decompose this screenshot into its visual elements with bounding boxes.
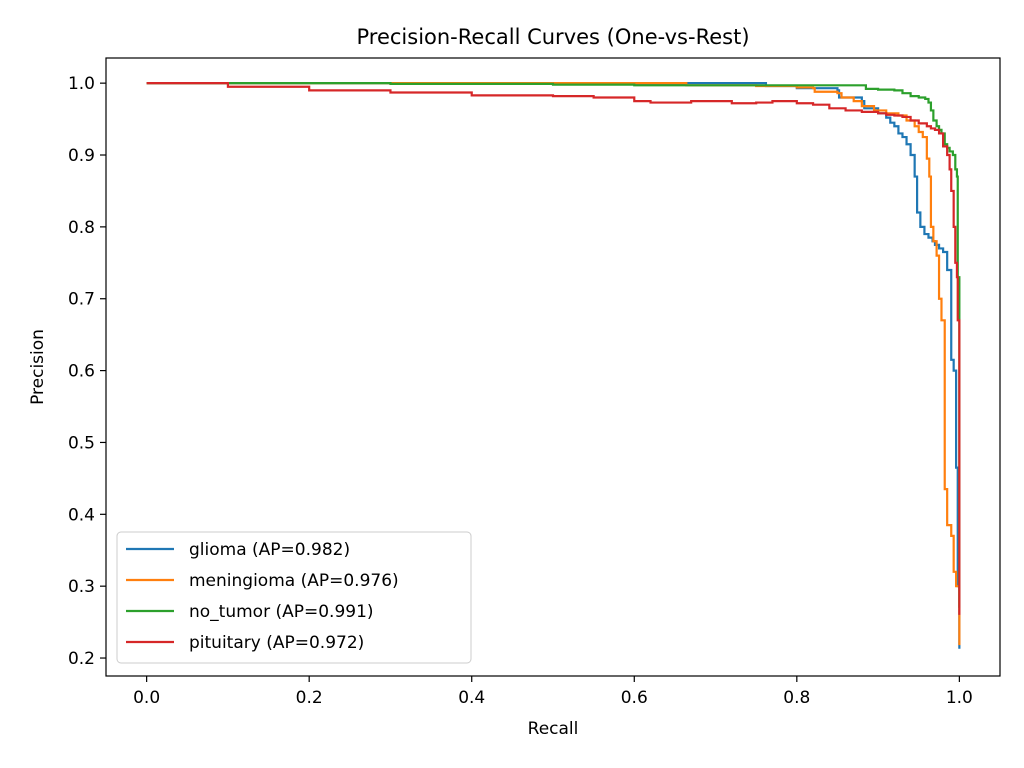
y-tick-label: 0.7	[68, 290, 95, 310]
chart-title: Precision-Recall Curves (One-vs-Rest)	[356, 25, 749, 49]
plot-frame	[105, 57, 1001, 677]
x-tick-label: 0.0	[133, 688, 160, 708]
legend-label: meningioma (AP=0.976)	[189, 571, 399, 591]
y-tick-label: 0.4	[68, 505, 95, 525]
y-tick-label: 0.5	[68, 433, 95, 453]
legend-label: pituitary (AP=0.972)	[189, 633, 364, 653]
y-tick-label: 1.0	[68, 74, 95, 94]
y-axis-ticks: 0.2 0.3 0.4 0.5 0.6 0.7 0.8 0.9 1.0	[68, 74, 106, 669]
x-tick-label: 0.8	[783, 688, 810, 708]
x-axis-label: Recall	[528, 719, 579, 739]
series-line-3	[146, 82, 961, 615]
x-tick-label: 0.2	[296, 688, 323, 708]
legend-label: glioma (AP=0.982)	[189, 540, 350, 560]
y-tick-label: 0.6	[68, 362, 95, 382]
y-tick-label: 0.9	[68, 146, 95, 166]
y-tick-label: 0.3	[68, 577, 95, 597]
legend-label: no_tumor (AP=0.991)	[189, 602, 374, 622]
series-lines	[146, 82, 961, 649]
legend: glioma (AP=0.982) meningioma (AP=0.976) no…	[116, 531, 472, 664]
x-axis-ticks: 0.0 0.2 0.4 0.6 0.8 1.0	[133, 676, 973, 708]
y-axis-label: Precision	[28, 329, 48, 405]
y-tick-label: 0.2	[68, 649, 95, 669]
x-tick-label: 0.6	[621, 688, 648, 708]
y-tick-label: 0.8	[68, 218, 95, 238]
x-tick-label: 1.0	[946, 688, 973, 708]
legend-box	[116, 531, 472, 664]
series-line-2	[146, 82, 961, 608]
x-tick-label: 0.4	[458, 688, 485, 708]
